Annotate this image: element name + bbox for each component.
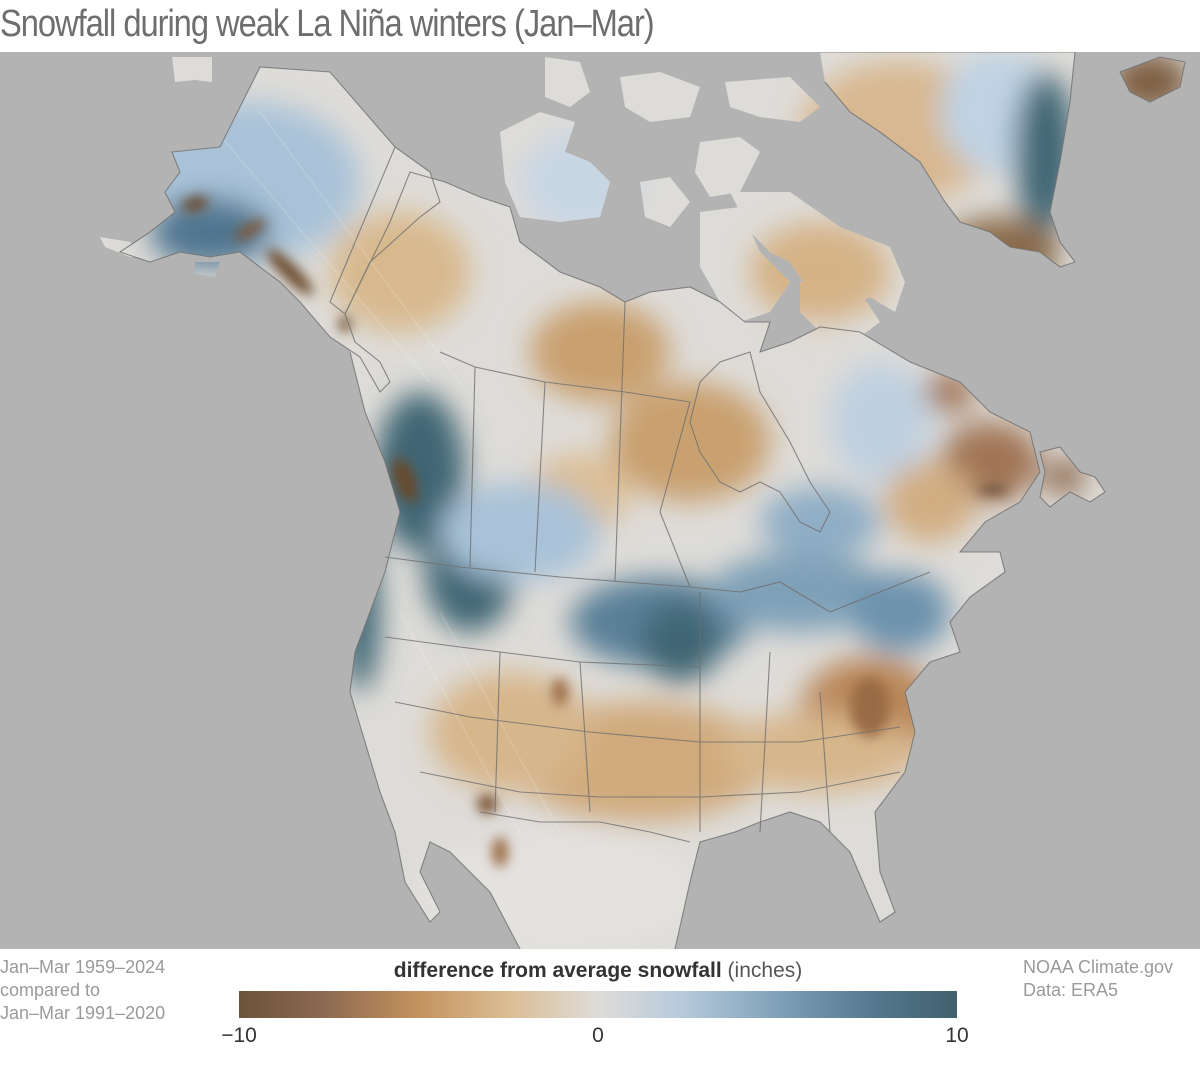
source-credit: NOAA Climate.gov Data: ERA5 bbox=[1023, 956, 1173, 1002]
legend-title-unit: (inches) bbox=[727, 959, 803, 982]
colorbar-tick-zero: 0 bbox=[592, 1024, 604, 1047]
colorbar bbox=[239, 991, 957, 1018]
credit-line-1: NOAA Climate.gov bbox=[1023, 957, 1174, 977]
colorbar-tick-min: −10 bbox=[221, 1024, 257, 1047]
period-line-3: Jan–Mar 1991–2020 bbox=[0, 1003, 166, 1023]
credit-line-2: Data: ERA5 bbox=[1023, 980, 1119, 1000]
borders-layer bbox=[118, 52, 1186, 949]
colorbar-tick-max: 10 bbox=[945, 1024, 969, 1047]
land-anomaly-layer bbox=[100, 52, 1185, 949]
period-line-2: compared to bbox=[0, 980, 101, 1000]
period-line-1: Jan–Mar 1959–2024 bbox=[0, 957, 166, 977]
legend-title-main: difference from average snowfall bbox=[393, 959, 722, 982]
page-title: Snowfall during weak La Niña winters (Ja… bbox=[0, 3, 655, 45]
snowfall-anomaly-map bbox=[0, 52, 1200, 949]
comparison-period-note: Jan–Mar 1959–2024 compared to Jan–Mar 19… bbox=[0, 956, 165, 1025]
legend-title: difference from average snowfall (inches… bbox=[239, 957, 957, 985]
